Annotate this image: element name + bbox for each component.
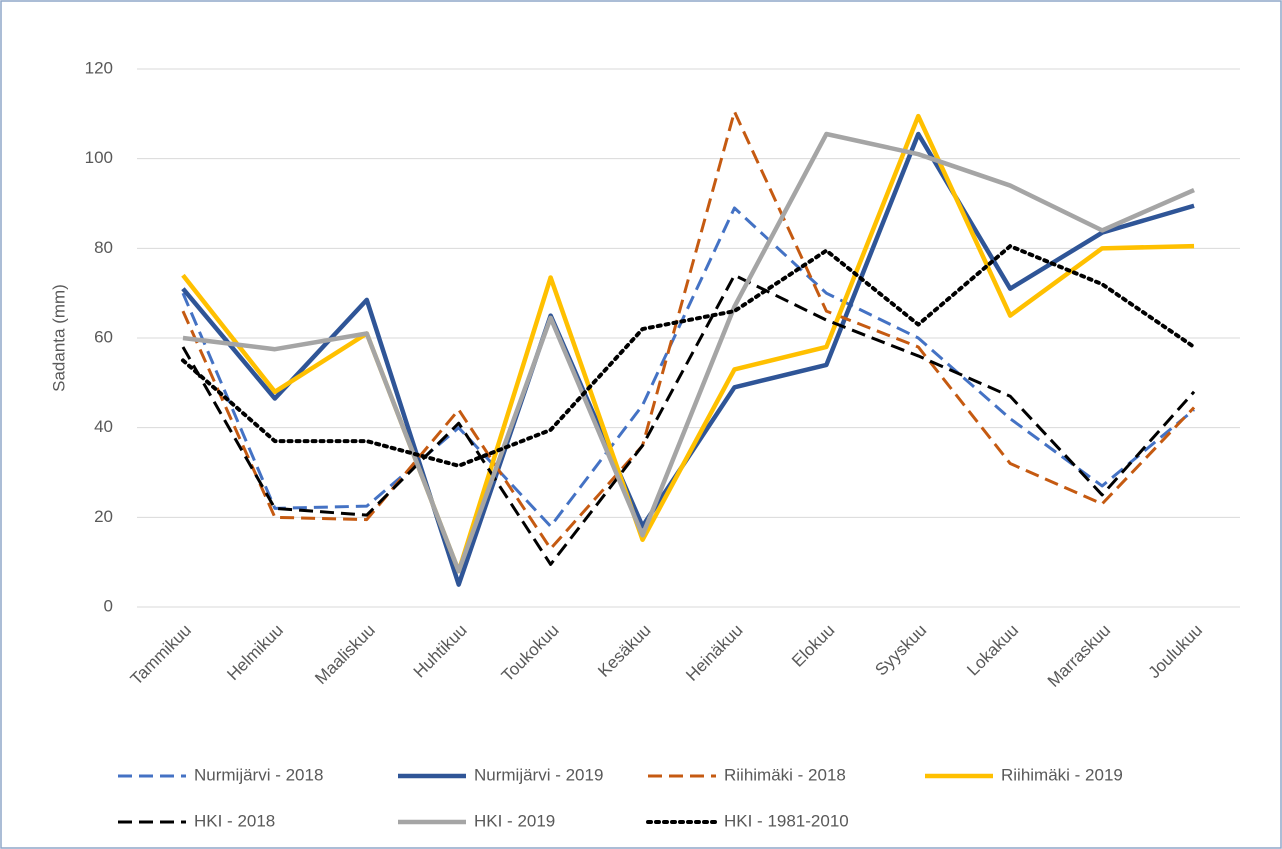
legend-label: HKI - 2019	[474, 811, 555, 830]
series-line	[180, 244, 1197, 468]
legend-label: Riihimäki - 2018	[724, 765, 846, 784]
y-tick-label: 60	[94, 327, 113, 346]
legend-label: HKI - 1981-2010	[724, 811, 849, 830]
y-axis-label: Sadanta (mm)	[49, 284, 68, 392]
series-line	[181, 273, 1196, 566]
y-tick-label: 120	[85, 58, 113, 77]
y-tick-label: 40	[94, 417, 113, 436]
legend-label: Nurmijärvi - 2019	[474, 765, 603, 784]
series-line	[182, 131, 1195, 574]
series-line	[181, 206, 1195, 528]
y-tick-label: 20	[94, 507, 113, 526]
y-tick-label: 0	[104, 596, 113, 615]
legend-label: HKI - 2018	[194, 811, 275, 830]
legend-label: Riihimäki - 2019	[1001, 765, 1123, 784]
series-line	[181, 113, 1195, 574]
legend-label: Nurmijärvi - 2018	[194, 765, 323, 784]
y-tick-label: 100	[85, 148, 113, 167]
series-line	[181, 110, 1196, 551]
y-tick-label: 80	[94, 238, 113, 257]
